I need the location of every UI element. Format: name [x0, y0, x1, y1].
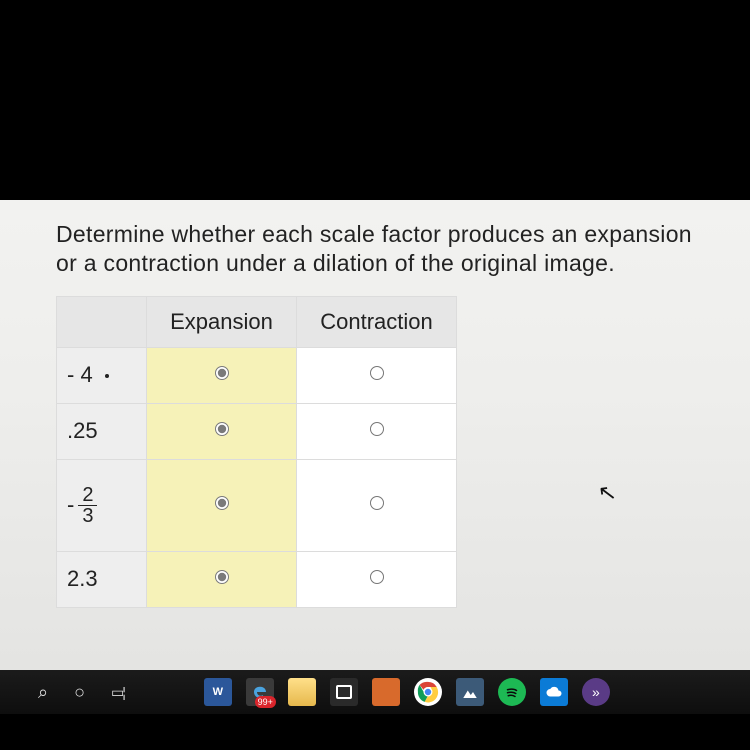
taskbar-chrome-icon[interactable] [414, 678, 442, 706]
taskbar-store-icon[interactable] [330, 678, 358, 706]
contraction-cell [297, 459, 457, 551]
expansion-cell [147, 403, 297, 459]
table-row: 2.3 [57, 551, 457, 607]
table-row: .25 [57, 403, 457, 459]
taskbar-system-area: ⌕ ○ ▭¦ [38, 683, 124, 701]
expansion-cell [147, 459, 297, 551]
expansion-radio[interactable] [215, 366, 229, 380]
row-label: .25 [57, 403, 147, 459]
taskbar-onedrive-icon[interactable] [540, 678, 568, 706]
col-header-blank [57, 296, 147, 347]
expansion-radio[interactable] [215, 496, 229, 510]
contraction-radio[interactable] [370, 570, 384, 584]
contraction-cell [297, 403, 457, 459]
expansion-radio[interactable] [215, 422, 229, 436]
taskbar: ⌕ ○ ▭¦ W 99+ » [0, 670, 750, 714]
taskbar-app-orange-icon[interactable] [372, 678, 400, 706]
taskbar-photos-icon[interactable] [456, 678, 484, 706]
expansion-radio[interactable] [215, 570, 229, 584]
col-header-contraction: Contraction [297, 296, 457, 347]
contraction-cell [297, 551, 457, 607]
taskbar-spotify-icon[interactable] [498, 678, 526, 706]
taskbar-overflow-icon[interactable]: » [582, 678, 610, 706]
col-header-expansion: Expansion [147, 296, 297, 347]
expansion-cell [147, 551, 297, 607]
question-prompt: Determine whether each scale factor prod… [56, 220, 696, 278]
question-panel: Determine whether each scale factor prod… [0, 200, 750, 670]
row-label: -23 [57, 459, 147, 551]
table-row: -23 [57, 459, 457, 551]
cortana-icon[interactable]: ○ [74, 683, 85, 701]
contraction-cell [297, 347, 457, 403]
taskbar-badge: 99+ [255, 696, 276, 708]
contraction-radio[interactable] [370, 366, 384, 380]
table-row: - 4 [57, 347, 457, 403]
taskbar-edge-icon[interactable]: 99+ [246, 678, 274, 706]
row-label: - 4 [57, 347, 147, 403]
taskbar-word-icon[interactable]: W [204, 678, 232, 706]
answer-table: Expansion Contraction - 4 .25-232.3 [56, 296, 457, 608]
row-label: 2.3 [57, 551, 147, 607]
expansion-cell [147, 347, 297, 403]
contraction-radio[interactable] [370, 422, 384, 436]
search-icon[interactable]: ⌕ [38, 683, 48, 701]
taskview-icon[interactable]: ▭¦ [111, 685, 124, 699]
contraction-radio[interactable] [370, 496, 384, 510]
taskbar-folder-icon[interactable] [288, 678, 316, 706]
